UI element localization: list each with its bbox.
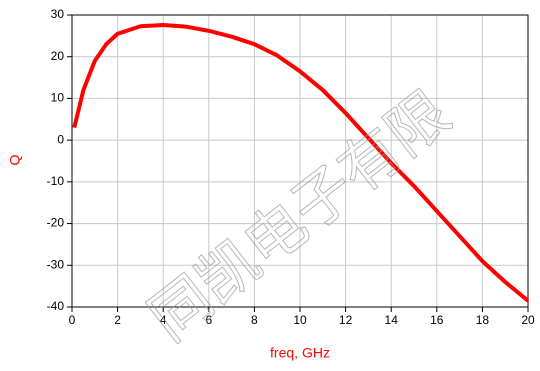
y-tick-label: -20 — [47, 216, 65, 230]
y-tick-label: 0 — [57, 132, 64, 146]
plot-frame — [71, 14, 529, 308]
x-tick-label: 20 — [521, 313, 535, 327]
y-tick-label: -30 — [47, 257, 65, 271]
y-tick-label: 20 — [51, 49, 65, 63]
y-tick-label: 10 — [51, 91, 65, 105]
x-axis-title: freq, GHz — [270, 345, 330, 361]
x-tick-label: 10 — [293, 313, 307, 327]
x-tick-label: 2 — [114, 313, 121, 327]
y-tick-label: -10 — [47, 174, 65, 188]
x-tick-label: 4 — [160, 313, 167, 327]
x-tick-label: 0 — [69, 313, 76, 327]
x-tick-label: 16 — [430, 313, 444, 327]
x-tick-label: 18 — [476, 313, 490, 327]
y-tick-label: 30 — [51, 7, 65, 21]
y-tick-label: -40 — [47, 299, 65, 313]
x-tick-label: 8 — [251, 313, 258, 327]
x-tick-label: 6 — [205, 313, 212, 327]
y-axis-title: Q — [7, 154, 23, 165]
x-tick-label: 14 — [385, 313, 399, 327]
x-tick-label: 12 — [339, 313, 353, 327]
data-line — [72, 23, 530, 303]
